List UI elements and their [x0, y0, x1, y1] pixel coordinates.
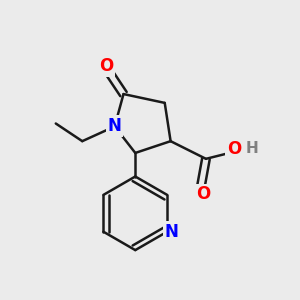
Text: O: O — [227, 140, 241, 158]
Text: H: H — [245, 141, 258, 156]
Text: N: N — [165, 223, 178, 241]
Text: O: O — [99, 57, 113, 75]
Text: N: N — [108, 117, 122, 135]
Text: O: O — [196, 185, 210, 203]
